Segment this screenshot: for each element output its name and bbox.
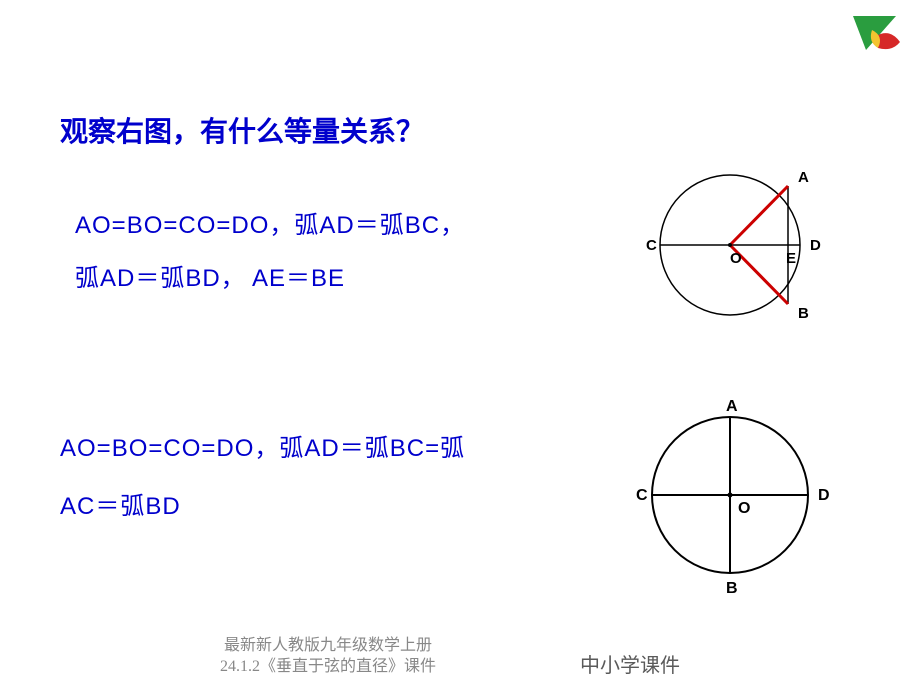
eq1-line2: 弧AD＝弧BD， AE＝BE xyxy=(75,253,465,306)
svg-text:B: B xyxy=(726,580,738,595)
svg-text:A: A xyxy=(798,169,809,186)
footer-brand: 中小学课件 xyxy=(580,649,680,678)
equation-block-1: AO=BO=CO=DO，弧AD＝弧BC， 弧AD＝弧BD， AE＝BE xyxy=(75,200,465,306)
svg-text:D: D xyxy=(810,237,821,254)
svg-text:O: O xyxy=(730,250,742,267)
footer-source: 最新新人教版九年级数学上册 24.1.2《垂直于弦的直径》课件 xyxy=(220,636,436,678)
svg-text:D: D xyxy=(818,487,830,504)
svg-text:A: A xyxy=(726,398,738,415)
page-title: 观察右图，有什么等量关系？ xyxy=(60,110,424,150)
footer-source-line2: 24.1.2《垂直于弦的直径》课件 xyxy=(220,657,436,678)
svg-text:E: E xyxy=(786,250,796,267)
equation-block-2: AO=BO=CO=DO，弧AD＝弧BC=弧 AC＝弧BD xyxy=(60,420,465,535)
footer-source-line1: 最新新人教版九年级数学上册 xyxy=(220,636,436,657)
eq1-line1: AO=BO=CO=DO，弧AD＝弧BC， xyxy=(75,200,465,253)
logo xyxy=(848,8,908,58)
diagram-circle-2: A B C D O xyxy=(620,395,840,595)
svg-text:B: B xyxy=(798,305,809,322)
eq2-line2: AC＝弧BD xyxy=(60,478,465,536)
svg-text:C: C xyxy=(646,237,657,254)
svg-text:O: O xyxy=(738,500,750,517)
eq2-line1: AO=BO=CO=DO，弧AD＝弧BC=弧 xyxy=(60,420,465,478)
svg-text:C: C xyxy=(636,487,648,504)
diagram-circle-1: A B C DE O xyxy=(620,155,840,335)
